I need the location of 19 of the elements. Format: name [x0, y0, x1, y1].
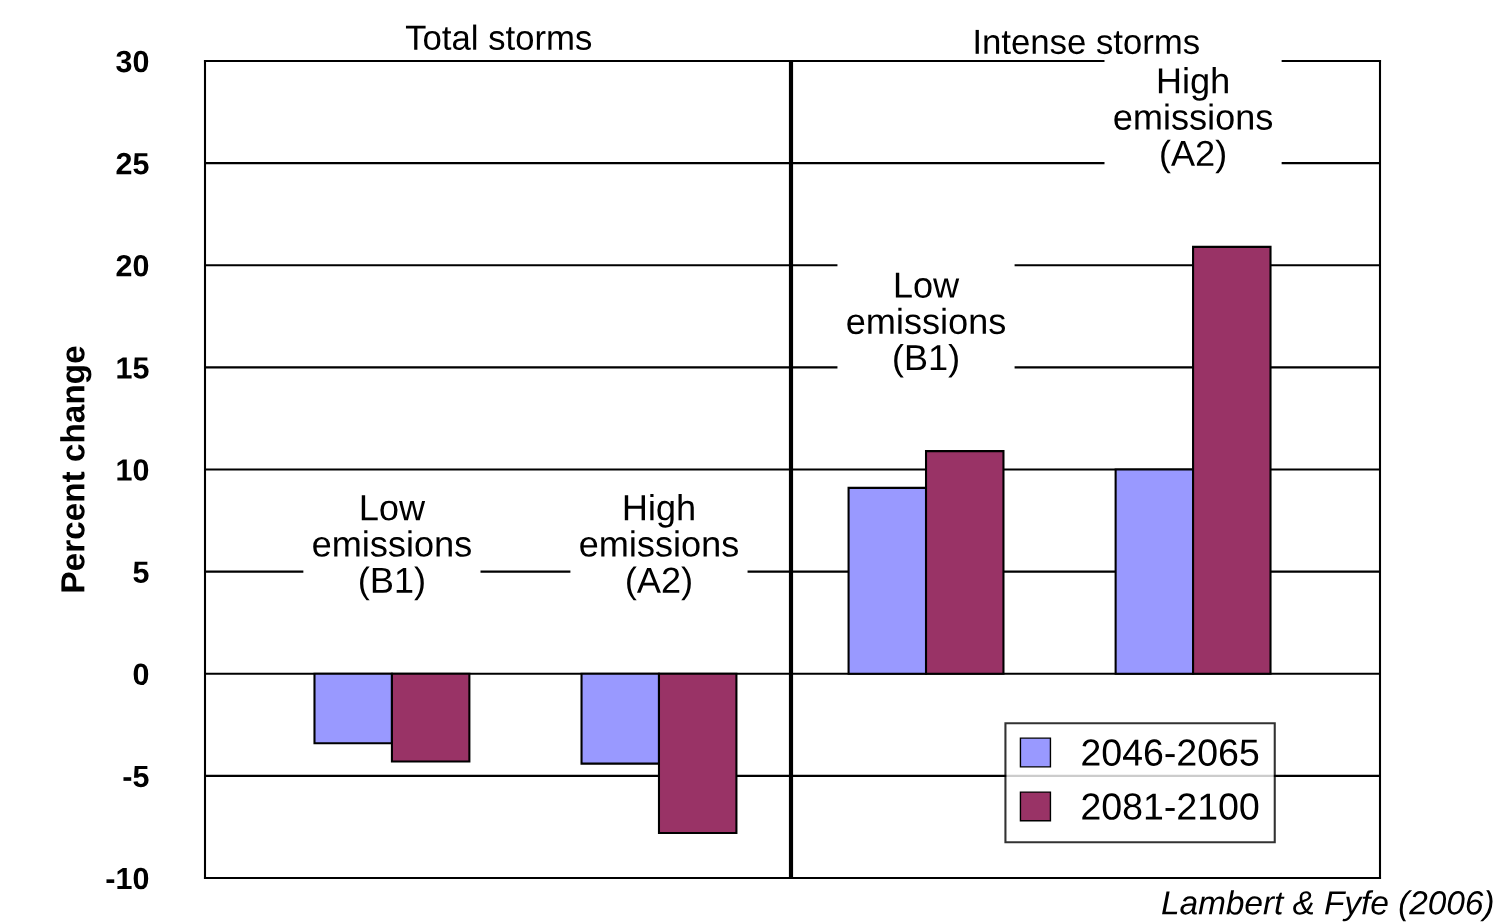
x-tick-label: High emissions (A2) [580, 494, 738, 601]
y-tick-label: -5 [123, 765, 149, 788]
legend-label: 2081-2100 [1082, 793, 1259, 820]
y-tick-label: 25 [116, 152, 149, 175]
x-tick-label: Low emissions (B1) [313, 495, 471, 601]
text: Intense storms [975, 29, 1199, 55]
legend-label: 2046-2065 [1082, 739, 1259, 766]
text: Total storms [405, 24, 592, 51]
text: Lambert & Fyfe (2006) [1162, 890, 1493, 922]
y-tick-label: 20 [116, 254, 149, 277]
y-axis-title: Percent change [60, 346, 92, 592]
x-tick-label: Low emissions (B1) [847, 272, 1005, 378]
y-tick-label: 10 [117, 459, 149, 481]
y-tick-label: -10 [106, 867, 149, 890]
x-tick-label: High emissions (A2) [1114, 67, 1273, 174]
y-tick-label: 0 [133, 663, 149, 686]
y-tick-label: 15 [117, 357, 149, 379]
y-tick-label: 5 [133, 561, 149, 583]
y-tick-label: 30 [116, 50, 149, 73]
